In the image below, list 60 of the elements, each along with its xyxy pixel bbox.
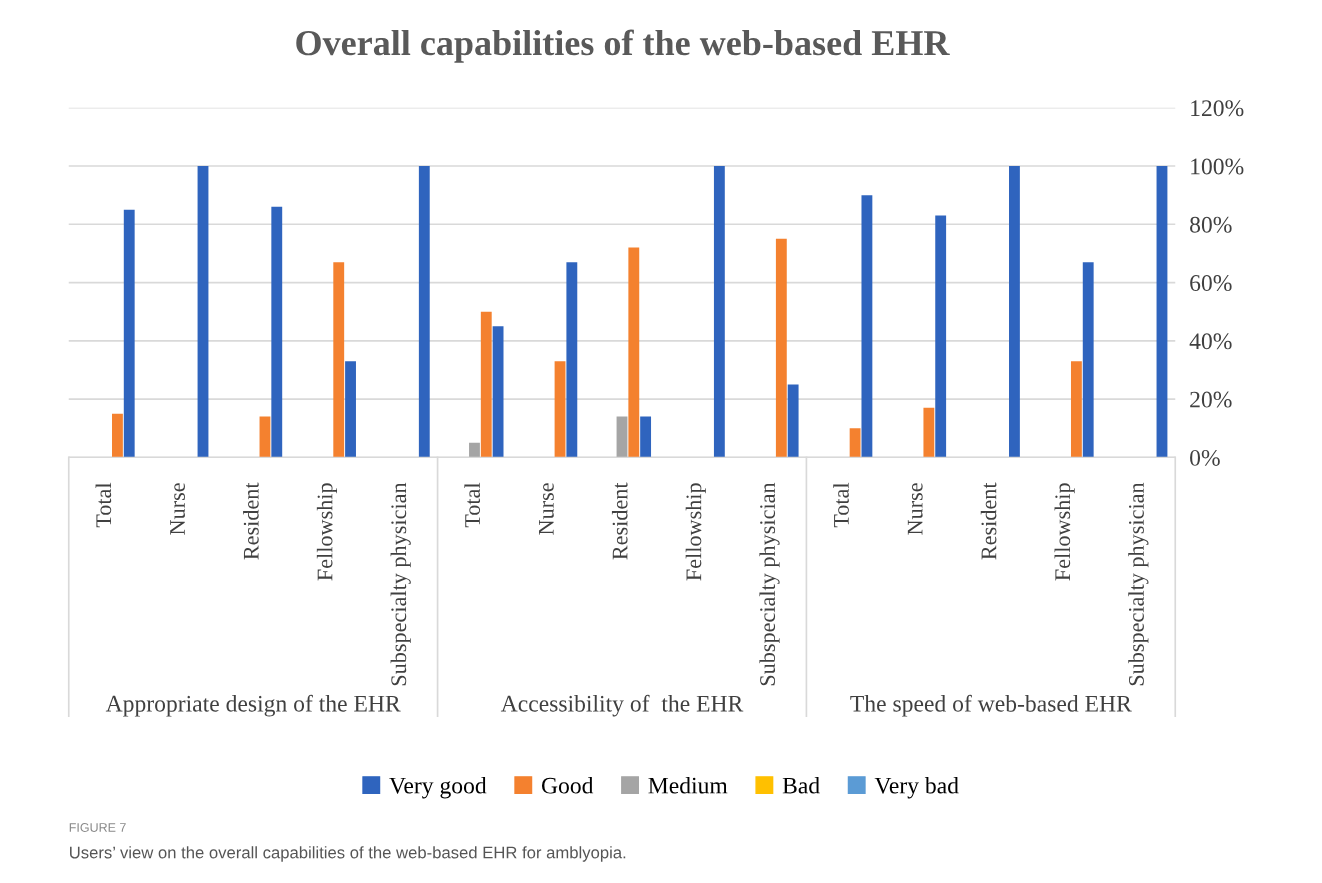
bar	[123, 209, 135, 458]
chart-title: Overall capabilities of the web-based EHR	[296, 29, 950, 63]
bar	[259, 416, 271, 458]
y-tick-label: 80%	[1190, 216, 1232, 233]
legend-label: Bad	[782, 776, 820, 794]
text: The speed of web-based EHR	[850, 694, 1132, 717]
x-tick-label: Resident	[611, 482, 628, 560]
x-tick-label: Total	[833, 482, 849, 528]
bar	[480, 311, 492, 458]
legend-label: Very bad	[874, 776, 959, 799]
x-tick-label: Nurse	[170, 483, 185, 535]
bar	[628, 247, 640, 458]
bar	[492, 326, 504, 458]
bar	[1070, 361, 1082, 458]
bar	[640, 416, 652, 458]
bar	[713, 166, 725, 458]
legend-label: Very good	[389, 776, 487, 799]
x-tick-label: Subspecialty physician	[759, 482, 780, 686]
bar	[554, 361, 566, 458]
y-tick-label: 0%	[1190, 449, 1220, 466]
text: Users’ view on the overall capabilities of the web-based EHR for amblyopia.	[70, 846, 626, 862]
x-tick-label: Resident	[980, 482, 997, 560]
legend-label: Good	[541, 776, 594, 794]
bar	[345, 361, 356, 458]
x-tick-label: Total	[95, 482, 112, 528]
bar	[787, 384, 799, 458]
bar	[566, 262, 578, 458]
y-tick-label: 60%	[1190, 275, 1232, 292]
bar	[333, 262, 345, 458]
bar	[935, 215, 947, 458]
caption: FIGURE 7	[69, 823, 126, 832]
bar	[197, 166, 209, 458]
x-tick-label: Resident	[243, 482, 259, 560]
bar	[923, 407, 935, 458]
x-tick-label: Fellowship	[316, 483, 338, 581]
x-tick-label: Fellowship	[685, 483, 706, 581]
x-tick-label: Fellowship	[1054, 483, 1075, 581]
bar	[112, 413, 123, 458]
x-tick-label: Subspecialty physician	[390, 482, 411, 686]
bar	[271, 206, 283, 458]
bar	[418, 166, 430, 458]
bar	[1156, 166, 1168, 458]
text: Appropriate design of the EHR	[105, 694, 401, 717]
x-tick-label: Total	[464, 482, 481, 528]
y-tick-label: 40%	[1189, 333, 1232, 350]
x-tick-label: Subspecialty physician	[1128, 482, 1149, 686]
bar	[1009, 166, 1020, 458]
y-tick-label: 120%	[1191, 100, 1244, 117]
bar	[1082, 262, 1094, 458]
bar	[469, 442, 480, 458]
bar	[861, 195, 873, 458]
x-tick-label: Nurse	[907, 483, 923, 535]
text: Accessibility of the EHR	[500, 694, 744, 717]
legend-label: Medium	[648, 776, 728, 794]
y-tick-label: 100%	[1191, 158, 1244, 175]
bar	[616, 416, 628, 458]
bar	[849, 428, 861, 458]
x-tick-label: Nurse	[539, 483, 554, 535]
bar	[775, 238, 787, 458]
y-tick-label: 20%	[1190, 391, 1232, 408]
